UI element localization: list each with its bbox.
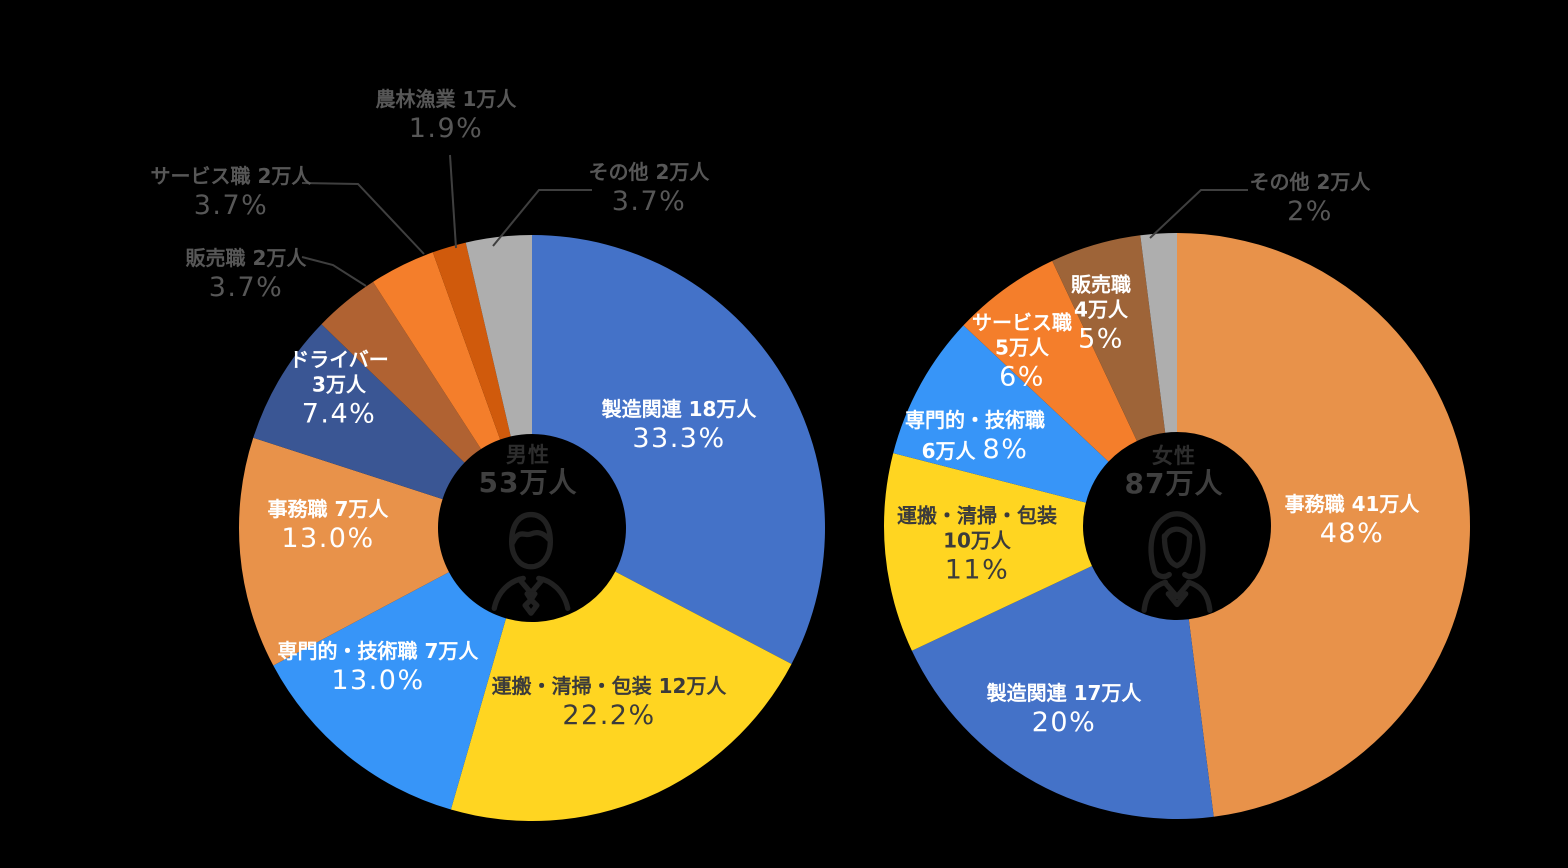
donut-female bbox=[884, 189, 1471, 819]
leader-line-female-sonota bbox=[1149, 189, 1248, 239]
slice-female-hanbaishoku bbox=[1052, 235, 1166, 441]
slice-male-service-shoku bbox=[373, 252, 501, 450]
center-value-female: 87万人 bbox=[1124, 467, 1224, 500]
slice-male-senmon-gijutsu bbox=[273, 572, 506, 810]
leader-line-male-norin-gyogyo bbox=[449, 154, 457, 249]
leader-line-male-hanbaishoku bbox=[301, 256, 367, 287]
leader-line-male-service-shoku bbox=[301, 182, 425, 255]
slice-male-sonota bbox=[465, 235, 532, 437]
slice-female-unpan-seiso-hoso bbox=[884, 453, 1092, 651]
slice-female-jimushoku bbox=[1177, 233, 1471, 817]
center-value-male: 53万人 bbox=[478, 466, 578, 499]
male-person-icon bbox=[494, 515, 567, 614]
slice-female-service-shoku bbox=[963, 260, 1137, 462]
slice-female-seizo-kanren bbox=[911, 566, 1214, 819]
slice-female-sonota bbox=[1140, 233, 1177, 433]
slice-male-seizo-kanren bbox=[532, 235, 825, 664]
female-person-icon bbox=[1144, 514, 1210, 610]
slice-male-hanbaishoku bbox=[321, 281, 482, 463]
leader-line-male-sonota bbox=[492, 189, 592, 247]
center-title-male: 男性 bbox=[506, 443, 550, 467]
center-title-female: 女性 bbox=[1152, 444, 1196, 468]
slice-male-jimushoku bbox=[238, 437, 450, 666]
slice-male-norin-gyogyo bbox=[432, 242, 511, 440]
slice-male-unpan-seiso-hoso bbox=[450, 571, 792, 822]
slice-female-senmon-gijutsu bbox=[893, 325, 1109, 503]
slice-male-driver bbox=[253, 324, 465, 500]
donut-male bbox=[238, 154, 825, 822]
